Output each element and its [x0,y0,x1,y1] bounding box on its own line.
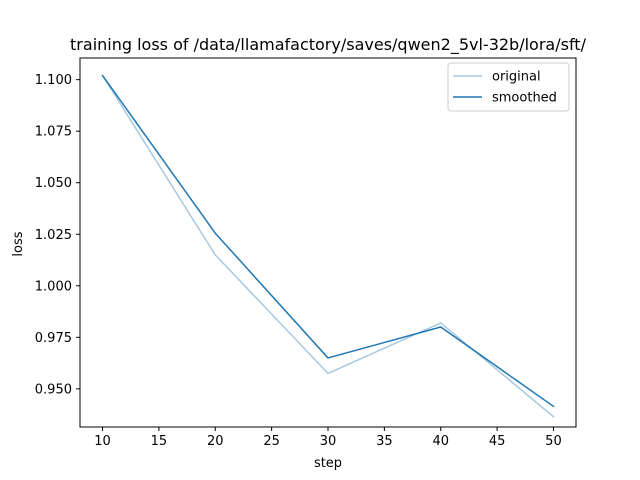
y-tick-label: 1.025 [35,228,72,243]
y-tick-label: 1.050 [35,176,72,191]
x-tick-label: 15 [151,434,168,449]
legend-box [447,62,570,112]
x-tick-label: 30 [320,434,337,449]
y-axis-label: loss [11,231,26,256]
y-tick-label: 1.000 [35,279,72,294]
chart-title: training loss of /data/llamafactory/save… [70,35,587,55]
series-line-smoothed [101,74,555,408]
x-tick-label: 10 [94,434,111,449]
y-axis-ticks: 0.950 0.975 1.000 1.025 1.050 1.075 1.100 [35,73,80,397]
x-tick-label: 20 [207,434,224,449]
x-tick-label: 40 [432,434,449,449]
y-tick-label: 1.075 [35,125,72,140]
y-tick-label: 0.950 [35,382,72,397]
x-axis-ticks: 10 15 20 25 30 35 40 45 50 [94,427,562,449]
x-tick-label: 25 [263,434,280,449]
x-tick-label: 35 [376,434,393,449]
y-tick-label: 0.975 [35,331,72,346]
legend: original smoothed [447,62,570,112]
x-tick-label: 50 [545,434,562,449]
x-tick-label: 45 [489,434,506,449]
x-axis-label: step [314,456,342,471]
legend-entry-label: smoothed [492,91,557,106]
y-tick-label: 1.100 [35,73,72,88]
legend-entry-label: original [492,70,541,85]
